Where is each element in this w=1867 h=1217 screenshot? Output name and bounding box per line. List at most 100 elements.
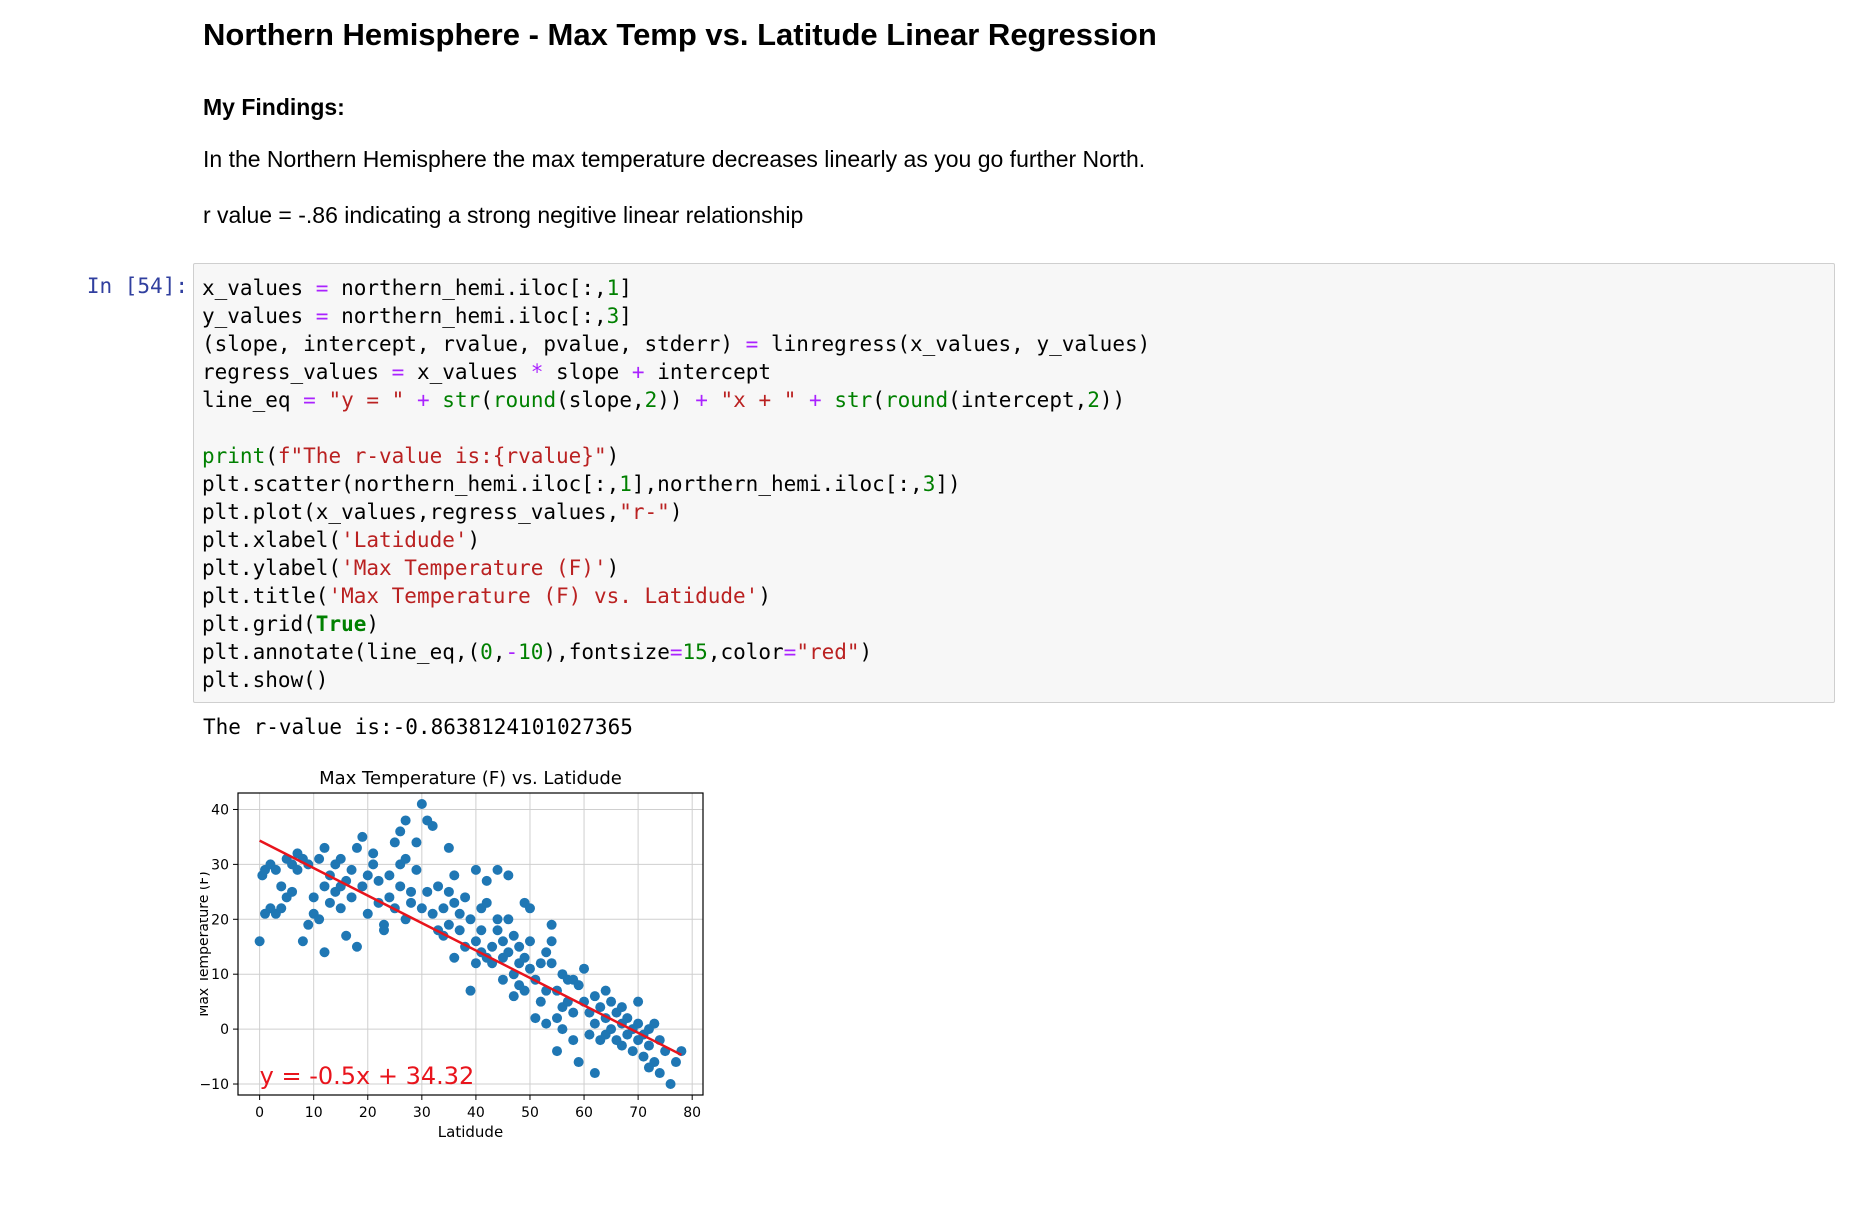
data-point	[438, 903, 449, 914]
data-point	[384, 870, 395, 881]
data-point	[519, 985, 530, 996]
data-point	[427, 908, 438, 919]
data-point	[476, 925, 487, 936]
code-line: x_values = northern_hemi.iloc[:,1]	[202, 276, 632, 300]
data-point	[335, 903, 346, 914]
data-point	[416, 903, 427, 914]
y-tick-label: 40	[211, 802, 229, 818]
data-point	[568, 1035, 579, 1046]
code-line: plt.title('Max Temperature (F) vs. Latid…	[202, 584, 771, 608]
data-point	[443, 886, 454, 897]
data-point	[324, 897, 335, 908]
data-point	[535, 958, 546, 969]
code-line: plt.grid(True)	[202, 612, 380, 636]
data-point	[297, 936, 308, 947]
data-point	[276, 903, 287, 914]
code-cell[interactable]: x_values = northern_hemi.iloc[:,1] y_val…	[193, 263, 1835, 703]
data-point	[362, 870, 373, 881]
code-editor[interactable]: x_values = northern_hemi.iloc[:,1] y_val…	[202, 274, 1150, 694]
data-point	[552, 1046, 563, 1057]
data-point	[503, 947, 514, 958]
data-point	[497, 936, 508, 947]
data-point	[389, 837, 400, 848]
data-point	[400, 853, 411, 864]
code-line: plt.plot(x_values,regress_values,"r-")	[202, 500, 683, 524]
data-point	[351, 941, 362, 952]
code-line: y_values = northern_hemi.iloc[:,3]	[202, 304, 632, 328]
chart-svg: 0 10 20 30 40 50 60 70 80 −10 0 10 20 30 40 Max Tempera…	[196, 768, 704, 1141]
data-point	[433, 881, 444, 892]
r-value-paragraph: r value = -.86 indicating a strong negit…	[203, 202, 804, 228]
data-point	[411, 864, 422, 875]
data-point	[665, 1079, 676, 1090]
data-point	[416, 798, 427, 809]
scatter-chart: 0 10 20 30 40 50 60 70 80 −10 0 10 20 30 40 Max Tempera…	[196, 762, 860, 1212]
data-point	[395, 881, 406, 892]
cell-output-text: The r-value is:-0.8638124101027365	[203, 715, 633, 739]
y-tick-label: 20	[211, 912, 229, 928]
data-point	[503, 870, 514, 881]
x-tick-label: 20	[359, 1105, 377, 1121]
regression-equation-annotation: y = -0.5x + 34.32	[260, 1062, 475, 1090]
data-point	[546, 919, 557, 930]
data-point	[546, 936, 557, 947]
x-tick-label: 30	[413, 1105, 431, 1121]
data-point	[649, 1018, 660, 1029]
data-point	[335, 853, 346, 864]
data-point	[454, 908, 465, 919]
data-point	[319, 842, 330, 853]
data-point	[341, 930, 352, 941]
x-tick-label: 0	[255, 1105, 264, 1121]
data-point	[579, 963, 590, 974]
chart-title: Max Temperature (F) vs. Latidude	[319, 768, 622, 789]
data-point	[314, 914, 325, 925]
data-point	[411, 837, 422, 848]
data-point	[600, 985, 611, 996]
y-tick-label: −10	[200, 1077, 229, 1093]
regression-line	[259, 839, 682, 1056]
data-point	[589, 1068, 600, 1079]
code-line: plt.ylabel('Max Temperature (F)')	[202, 556, 620, 580]
data-point	[449, 897, 460, 908]
data-point	[606, 1024, 617, 1035]
data-point	[503, 914, 514, 925]
data-point	[584, 1029, 595, 1040]
cell-prompt: In [54]:	[86, 274, 188, 298]
data-point	[406, 897, 417, 908]
data-point	[449, 952, 460, 963]
data-point	[454, 925, 465, 936]
code-line: plt.scatter(northern_hemi.iloc[:,1],nort…	[202, 472, 961, 496]
data-point	[643, 1040, 654, 1051]
data-point	[465, 985, 476, 996]
x-tick-label: 10	[305, 1105, 323, 1121]
data-point	[319, 881, 330, 892]
data-point	[568, 1007, 579, 1018]
code-line: print(f"The r-value is:{rvalue}")	[202, 444, 620, 468]
data-point	[362, 908, 373, 919]
data-point	[427, 820, 438, 831]
data-point	[308, 892, 319, 903]
code-line: regress_values = x_values * slope + inte…	[202, 360, 772, 384]
data-point	[606, 996, 617, 1007]
data-point	[270, 864, 281, 875]
data-point	[373, 875, 384, 886]
data-point	[535, 996, 546, 1007]
x-tick-label: 60	[575, 1105, 593, 1121]
data-point	[303, 919, 314, 930]
data-point	[368, 848, 379, 859]
data-point	[589, 1018, 600, 1029]
data-point	[622, 1013, 633, 1024]
code-line: plt.annotate(line_eq,(0,-10),fontsize=15…	[202, 640, 873, 664]
code-line: line_eq = "y = " + str(round(slope,2)) +…	[202, 388, 1126, 412]
y-tick-label: 0	[220, 1022, 229, 1038]
data-point	[443, 842, 454, 853]
x-tick-label: 80	[683, 1105, 701, 1121]
data-point	[351, 842, 362, 853]
data-point	[519, 952, 530, 963]
data-point	[508, 930, 519, 941]
data-point	[633, 1018, 644, 1029]
data-point	[557, 1024, 568, 1035]
data-point	[422, 886, 433, 897]
data-point	[346, 892, 357, 903]
